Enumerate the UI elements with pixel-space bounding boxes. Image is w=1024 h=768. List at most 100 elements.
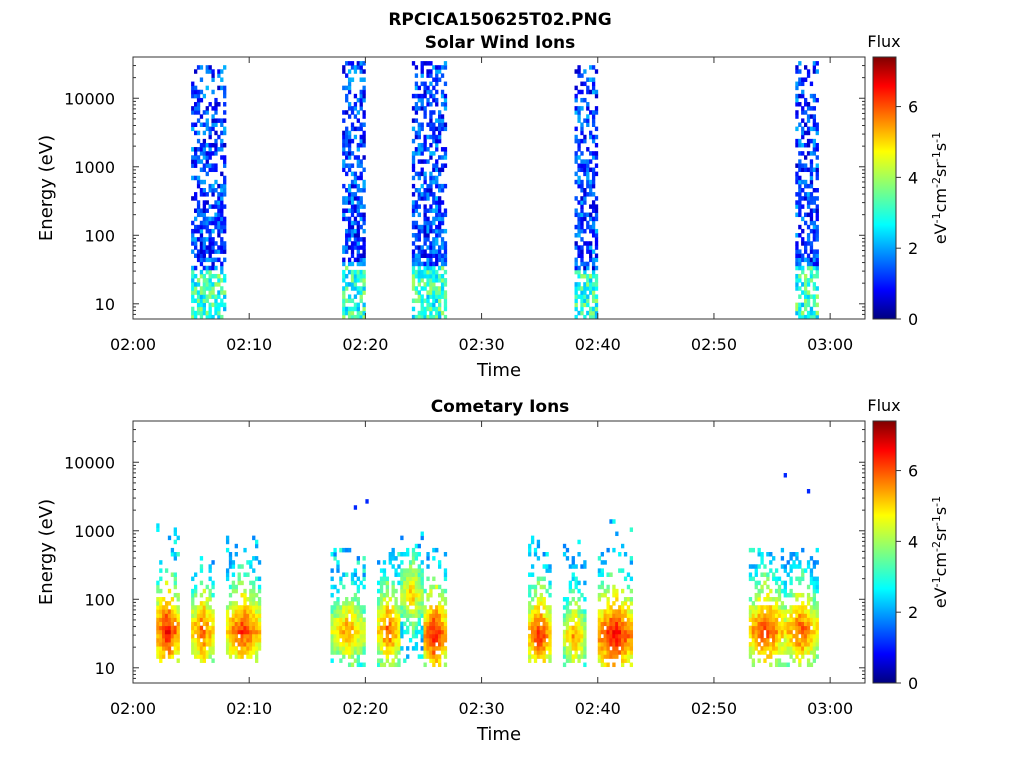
data-cell <box>580 249 584 254</box>
data-cell <box>766 597 770 602</box>
data-cell <box>577 249 581 254</box>
data-cell <box>202 605 207 610</box>
data-cell <box>345 637 349 643</box>
data-cell <box>435 204 439 209</box>
data-cell <box>440 245 445 250</box>
data-cell <box>342 572 346 577</box>
data-cell <box>754 564 758 569</box>
data-cell <box>618 609 622 614</box>
data-cell <box>342 142 346 148</box>
data-cell <box>194 650 198 655</box>
data-cell <box>423 93 427 99</box>
data-cell <box>164 629 169 635</box>
data-cell <box>170 654 175 659</box>
data-cell <box>795 625 799 631</box>
data-cell <box>417 212 421 218</box>
data-cell <box>766 629 770 635</box>
data-cell <box>191 233 195 238</box>
data-cell <box>798 310 802 316</box>
data-cell <box>539 597 543 602</box>
data-cell <box>583 228 587 234</box>
data-cell <box>438 134 442 140</box>
data-cell <box>411 621 416 627</box>
data-cell <box>580 224 584 230</box>
data-cell <box>220 118 224 123</box>
data-cell <box>539 633 543 639</box>
data-cell <box>167 654 172 659</box>
data-cell <box>789 621 793 627</box>
data-cell <box>586 298 590 304</box>
data-cell <box>591 261 596 267</box>
data-cell <box>780 642 785 647</box>
data-cell <box>196 257 201 263</box>
data-cell <box>347 609 352 614</box>
data-cell <box>411 625 416 631</box>
data-cell <box>609 519 613 524</box>
data-cell <box>205 310 209 316</box>
data-cell <box>362 93 366 99</box>
data-cell <box>359 298 363 304</box>
data-cell <box>530 654 535 659</box>
data-cell <box>339 629 343 635</box>
data-cell <box>798 249 802 254</box>
data-cell <box>345 163 349 168</box>
data-cell <box>443 257 448 263</box>
data-cell <box>528 646 532 651</box>
data-cell <box>347 261 352 267</box>
data-cell <box>548 617 552 622</box>
data-cell <box>156 580 160 586</box>
data-cell <box>780 613 785 618</box>
data-cell <box>606 654 610 659</box>
data-cell <box>414 609 419 614</box>
data-cell <box>196 159 201 164</box>
data-cell <box>429 306 433 312</box>
data-cell <box>600 654 604 659</box>
data-cell <box>539 613 543 618</box>
data-cell <box>330 609 334 614</box>
data-cell <box>223 183 227 189</box>
data-cell <box>429 253 433 258</box>
data-cell <box>815 257 819 263</box>
data-cell <box>594 302 599 308</box>
data-cell <box>362 138 366 144</box>
data-cell <box>194 208 198 213</box>
data-cell <box>350 662 355 668</box>
data-cell <box>202 208 207 213</box>
data-cell <box>626 642 631 647</box>
data-cell <box>795 617 799 622</box>
data-cell <box>162 654 166 659</box>
data-cell <box>789 580 793 586</box>
data-cell <box>220 224 224 230</box>
data-cell <box>397 621 401 627</box>
data-cell <box>191 629 195 635</box>
data-cell <box>159 588 163 594</box>
data-cell <box>350 220 355 226</box>
data-cell <box>342 208 346 213</box>
data-cell <box>801 130 805 136</box>
data-cell <box>208 646 212 651</box>
data-cell <box>359 642 363 647</box>
data-cell <box>751 625 756 631</box>
data-cell <box>769 633 773 639</box>
data-cell <box>382 617 387 622</box>
data-cell <box>539 654 543 659</box>
data-cell <box>353 245 358 250</box>
data-cell <box>249 646 253 651</box>
data-cell <box>243 637 247 643</box>
data-cell <box>342 110 346 115</box>
data-cell <box>359 77 363 82</box>
data-cell <box>350 61 355 66</box>
data-cell <box>362 662 366 668</box>
data-cell <box>403 601 407 606</box>
data-cell <box>426 556 430 561</box>
data-point <box>353 505 358 510</box>
data-cell <box>440 286 445 291</box>
data-cell <box>211 188 215 193</box>
data-cell <box>353 621 358 627</box>
data-cell <box>809 576 814 582</box>
data-cell <box>342 629 346 635</box>
data-cell <box>562 621 567 627</box>
data-cell <box>362 69 366 74</box>
data-cell <box>420 572 424 577</box>
data-cell <box>208 605 212 610</box>
